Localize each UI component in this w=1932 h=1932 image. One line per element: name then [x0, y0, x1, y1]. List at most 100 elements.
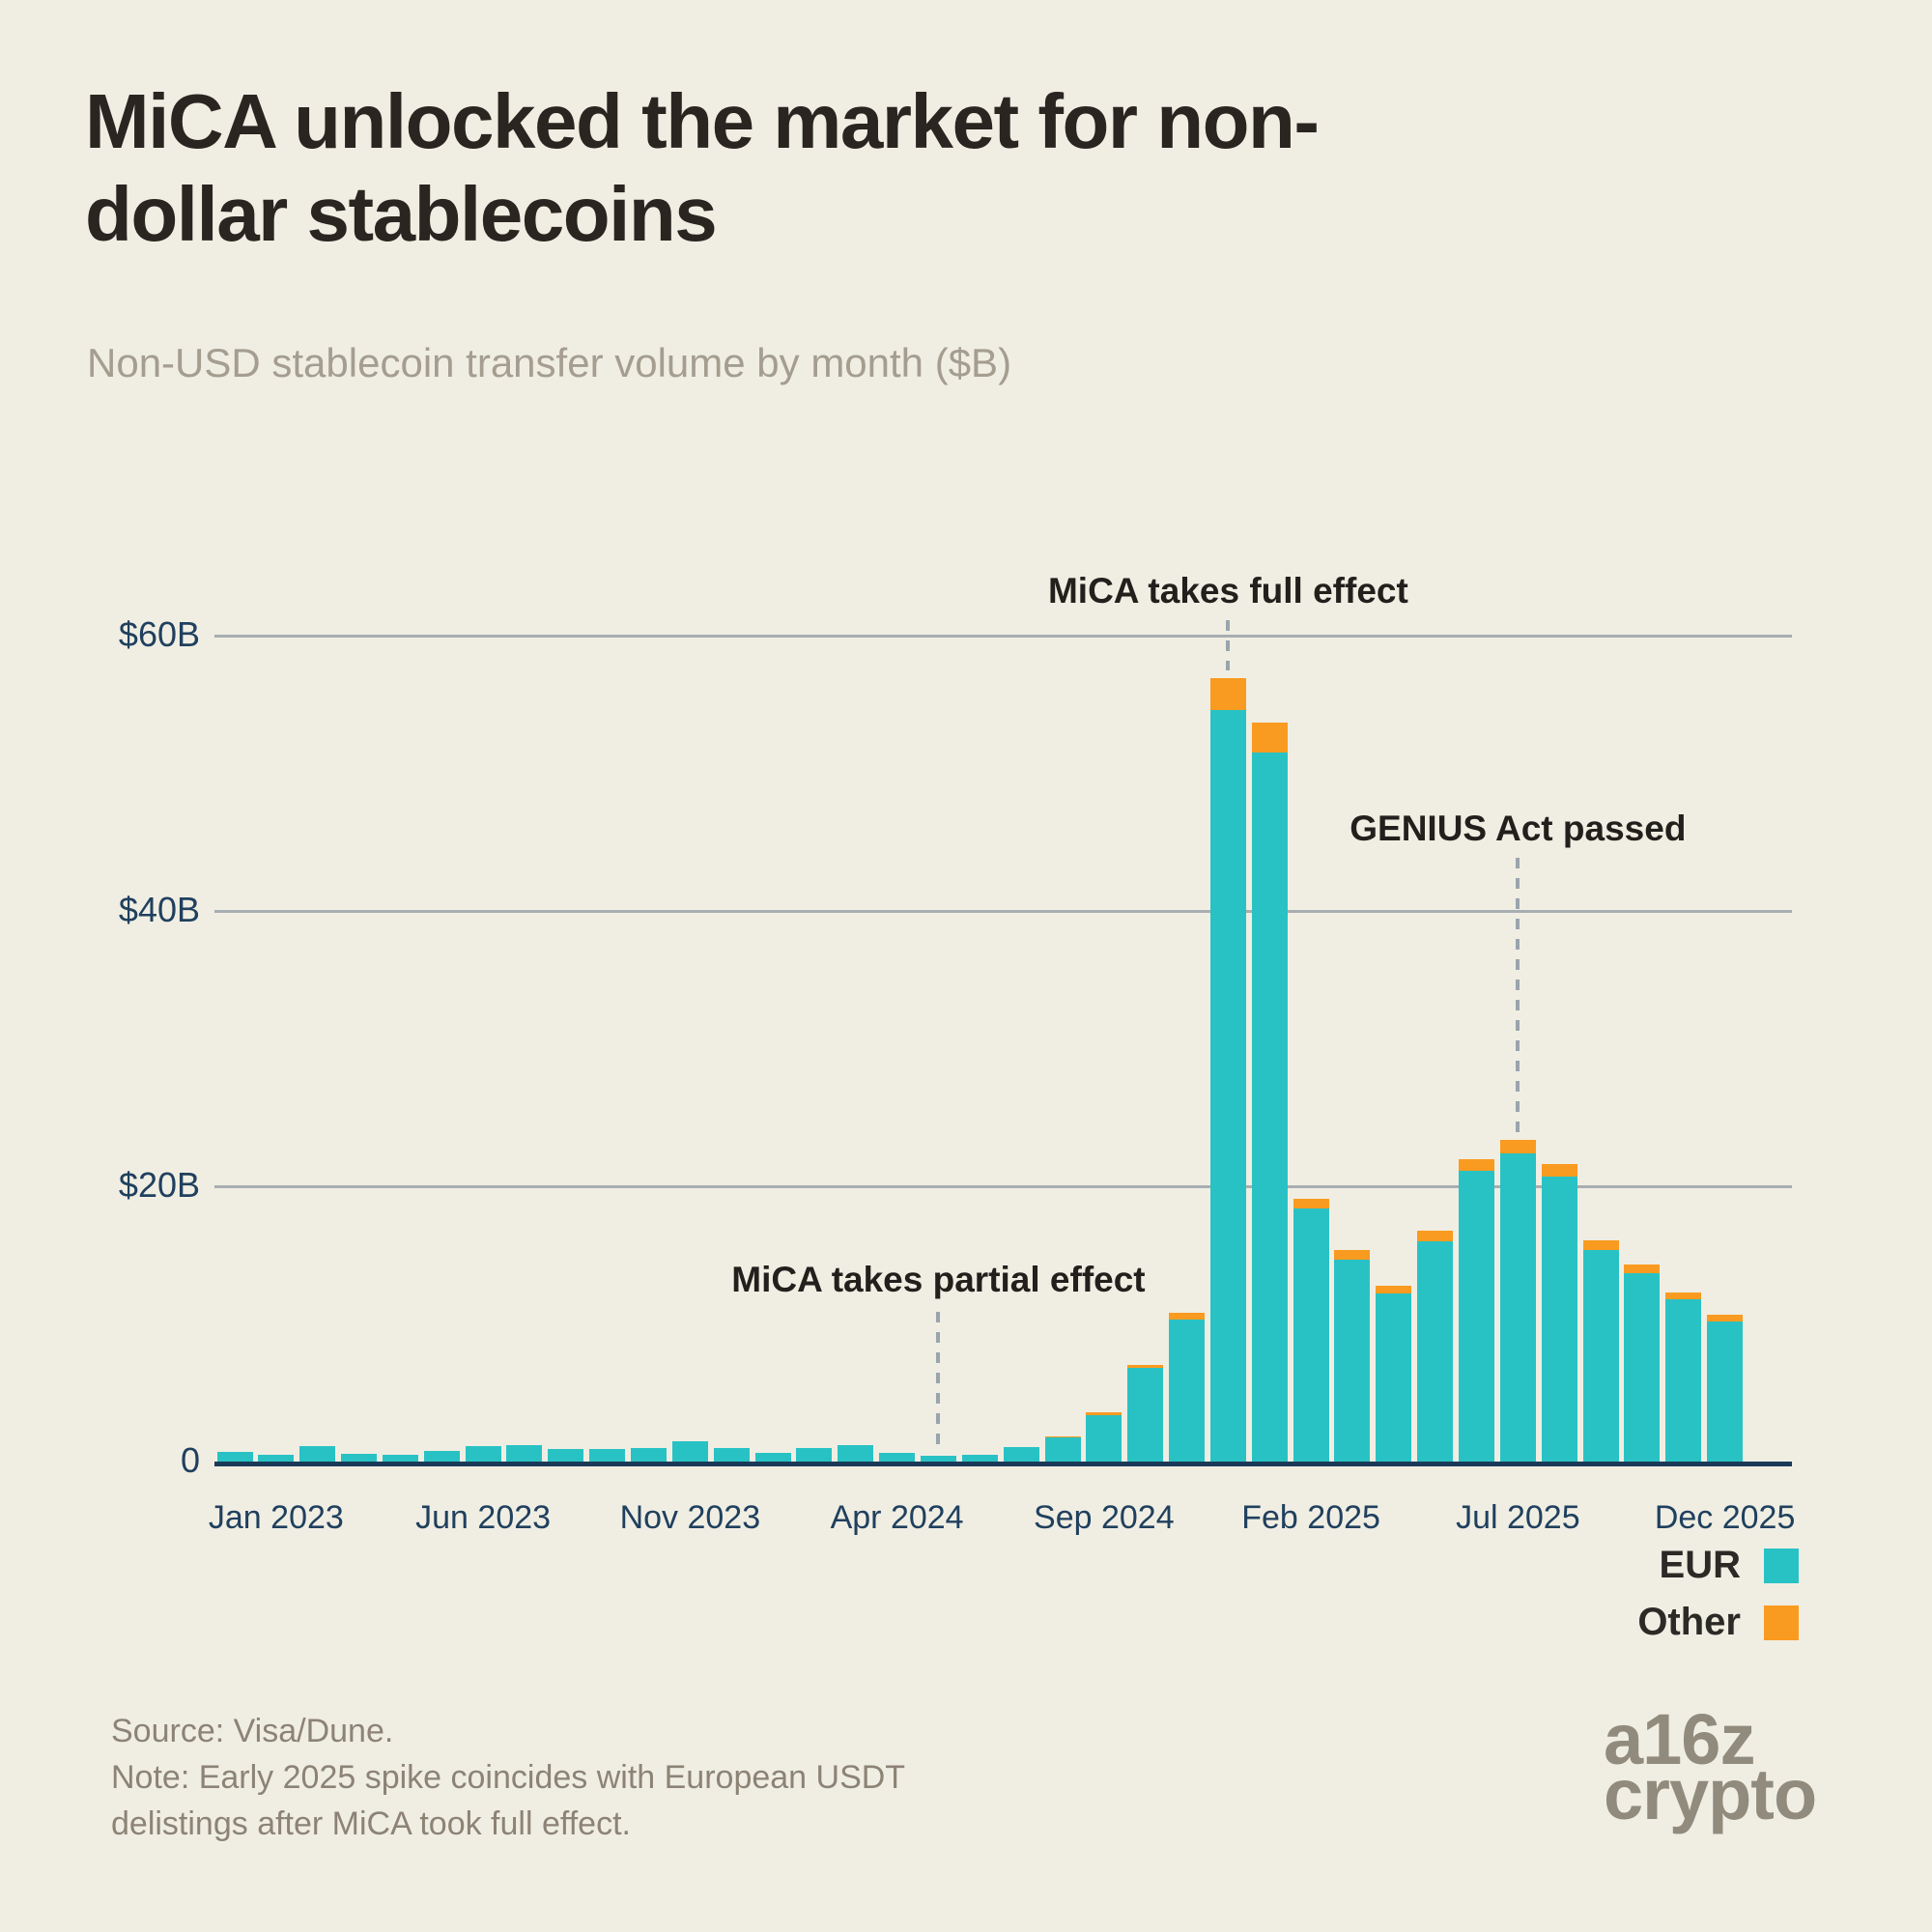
bar-Mar-2024 [838, 1444, 874, 1462]
source-note-line3: delistings after MiCA took full effect. [111, 1805, 631, 1842]
legend-item-eur: EUR [1660, 1544, 1799, 1587]
bar-segment-other [1251, 722, 1288, 753]
x-axis-label-Jul-2025: Jul 2025 [1456, 1499, 1580, 1536]
bar-segment-eur [548, 1449, 584, 1462]
annotation-dashed-line-May-2024 [936, 1312, 941, 1454]
bar-segment-other [1499, 1139, 1536, 1153]
bar-Jan-2025 [1251, 722, 1288, 1462]
bar-Feb-2024 [796, 1448, 833, 1462]
a16z-crypto-logo: a16z crypto [1604, 1699, 1817, 1834]
y-axis-label-40B: $40B [118, 890, 200, 929]
gridline-60b [214, 634, 1792, 638]
bar-segment-eur [1251, 753, 1288, 1462]
x-axis-label-Feb-2025: Feb 2025 [1241, 1499, 1380, 1536]
page-title-line2: dollar stablecoins [85, 171, 718, 257]
bar-segment-eur [341, 1454, 378, 1462]
bar-segment-eur [879, 1452, 916, 1462]
logo-line2: crypto [1604, 1754, 1817, 1834]
annotation-dashed-line-Jul-2025 [1516, 858, 1520, 1132]
bar-segment-eur [465, 1446, 501, 1462]
source-note: Source: Visa/Dune. Note: Early 2025 spik… [111, 1708, 905, 1847]
page-title-line1: MiCA unlocked the market for non- [85, 78, 1320, 164]
source-note-line2: Note: Early 2025 spike coincides with Eu… [111, 1759, 906, 1796]
bar-segment-eur [796, 1448, 833, 1462]
bar-Dec-2024 [1209, 678, 1246, 1462]
bar-segment-eur [1334, 1259, 1371, 1462]
x-axis-label-Nov-2023: Nov 2023 [619, 1499, 761, 1536]
logo-line1: a16z [1604, 1699, 1755, 1779]
bar-segment-eur [423, 1450, 460, 1462]
legend: EUR Other [1637, 1544, 1799, 1644]
bar-segment-eur [258, 1454, 295, 1462]
bar-segment-other [1707, 1314, 1744, 1321]
bar-Apr-2023 [382, 1454, 418, 1462]
bar-segment-eur [1665, 1298, 1702, 1462]
gridline-20b [214, 1184, 1792, 1188]
bar-Mar-2025 [1334, 1249, 1371, 1462]
bar-segment-eur [920, 1456, 956, 1462]
bar-segment-other [1086, 1411, 1122, 1415]
legend-label-other: Other [1637, 1601, 1741, 1643]
bar-segment-other [1169, 1313, 1206, 1321]
x-axis-baseline [214, 1462, 1792, 1466]
bar-segment-eur [589, 1449, 626, 1462]
bar-segment-eur [1003, 1447, 1039, 1462]
bar-segment-eur [1541, 1177, 1577, 1462]
y-axis-label-60B: $60B [118, 614, 200, 654]
legend-swatch-eur [1764, 1548, 1799, 1583]
bar-segment-other [1459, 1158, 1494, 1172]
annotation-dashed-line-Dec-2024 [1226, 620, 1231, 670]
bar-segment-eur [1376, 1293, 1412, 1462]
bar-segment-other [1665, 1292, 1702, 1299]
bar-segment-eur [754, 1452, 791, 1462]
bar-segment-other [1417, 1230, 1454, 1241]
bar-Dec-2023 [713, 1448, 750, 1462]
page-title: MiCA unlocked the market for non- dollar… [85, 75, 1320, 261]
bar-Aug-2024 [1044, 1435, 1081, 1462]
bar-segment-other [1293, 1198, 1329, 1208]
x-axis-label-Jun-2023: Jun 2023 [415, 1499, 552, 1536]
bar-Nov-2025 [1665, 1292, 1702, 1462]
x-axis-label-Sep-2024: Sep 2024 [1034, 1499, 1175, 1536]
annotation-mica-takes-partial-effect: MiCA takes partial effect [731, 1260, 1146, 1299]
bar-segment-eur [713, 1448, 750, 1462]
bar-segment-eur [961, 1454, 998, 1462]
bar-Aug-2025 [1541, 1164, 1577, 1462]
bar-segment-eur [216, 1452, 253, 1462]
bar-segment-eur [1459, 1171, 1494, 1462]
legend-label-eur: EUR [1659, 1544, 1741, 1586]
y-axis-label-20B: $20B [118, 1165, 200, 1205]
source-note-line1: Source: Visa/Dune. [111, 1713, 394, 1749]
bar-Nov-2023 [671, 1441, 708, 1462]
bar-Dec-2025 [1707, 1314, 1744, 1462]
bar-segment-other [1044, 1435, 1081, 1438]
chart-subtitle: Non-USD stablecoin transfer volume by mo… [87, 340, 1012, 385]
bar-Jun-2024 [961, 1454, 998, 1462]
bar-segment-eur [299, 1446, 336, 1462]
bar-Aug-2023 [548, 1449, 584, 1462]
bar-Feb-2023 [299, 1446, 336, 1462]
bar-segment-eur [1044, 1437, 1081, 1462]
bar-segment-eur [1127, 1368, 1164, 1462]
legend-item-other: Other [1637, 1601, 1799, 1644]
bar-May-2025 [1417, 1230, 1454, 1462]
annotation-genius-act-passed: GENIUS Act passed [1350, 809, 1687, 848]
bar-segment-other [1127, 1365, 1164, 1369]
x-axis-label-Apr-2024: Apr 2024 [830, 1499, 964, 1536]
bar-segment-eur [382, 1454, 418, 1462]
bar-Jan-2023 [258, 1454, 295, 1462]
bar-segment-eur [1707, 1321, 1744, 1462]
bar-May-2024 [920, 1456, 956, 1462]
y-axis-label-0: 0 [180, 1440, 200, 1480]
bar-segment-eur [1169, 1320, 1206, 1462]
gridline-40b [214, 909, 1792, 913]
bar-segment-eur [1293, 1208, 1329, 1462]
bar-Jul-2023 [506, 1444, 543, 1462]
bar-segment-eur [506, 1444, 543, 1462]
bar-Sep-2023 [589, 1449, 626, 1462]
bar-Jan-2024 [754, 1452, 791, 1462]
bar-Oct-2025 [1624, 1264, 1661, 1462]
bar-Mar-2023 [341, 1454, 378, 1462]
bar-segment-eur [1086, 1414, 1122, 1462]
